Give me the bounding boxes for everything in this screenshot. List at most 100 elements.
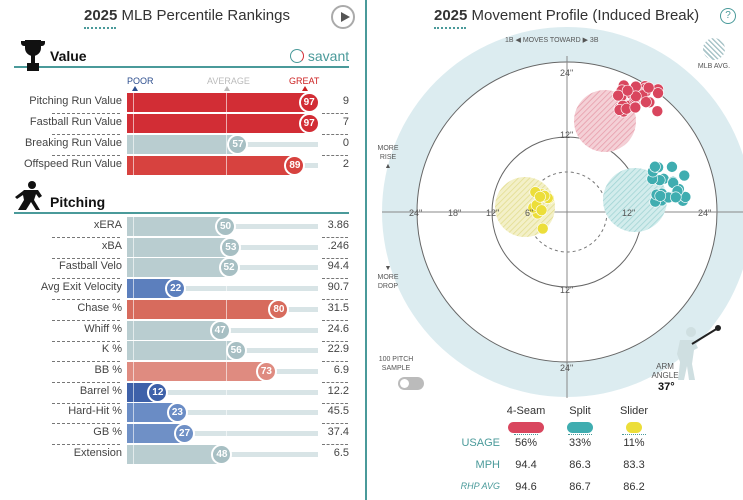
pitching-section-header: Pitching xyxy=(14,190,349,214)
percentile-row[interactable]: xERA 50 3.86 xyxy=(0,216,365,237)
pitch-mph: 83.3 xyxy=(623,459,645,471)
play-button[interactable] xyxy=(331,5,355,29)
pitch-name: Slider xyxy=(619,405,649,417)
metric-value: 2 xyxy=(342,158,349,170)
pitch-color-swatch[interactable] xyxy=(626,422,642,433)
percentile-row[interactable]: Barrel % 12 12.2 xyxy=(0,381,365,403)
4seam-pitch-dot[interactable] xyxy=(652,87,664,99)
4seam-pitch-dot[interactable] xyxy=(642,81,655,94)
percentile-badge: 80 xyxy=(268,298,290,320)
value-section-header: Value xyxy=(14,44,349,68)
metric-value: 37.4 xyxy=(327,426,349,438)
label-12-right: 12" xyxy=(622,208,635,218)
metric-label: Fastball Run Value xyxy=(29,116,122,128)
percentile-badge: 50 xyxy=(215,216,236,237)
sample-label: 100 PITCH SAMPLE xyxy=(378,356,414,372)
metric-value: .246 xyxy=(327,239,349,252)
metric-value: 22.9 xyxy=(327,343,349,356)
mlb-avg-label: MLB AVG. xyxy=(697,63,731,70)
baseball-icon xyxy=(290,49,304,63)
percentile-row[interactable]: GB % 27 37.4 xyxy=(0,423,365,444)
percentile-row[interactable]: Avg Exit Velocity 22 90.7 xyxy=(0,278,365,300)
help-button[interactable]: ? xyxy=(720,8,736,24)
percentile-row[interactable]: Breaking Run Value 57 0 xyxy=(0,134,365,155)
percentile-badge: 52 xyxy=(218,257,240,279)
4seam-pitch-dot[interactable] xyxy=(651,105,664,117)
percentile-row[interactable]: BB % 73 6.9 xyxy=(0,360,365,382)
percentile-badge: 97 xyxy=(298,113,320,134)
4seam-pitch-dot[interactable] xyxy=(612,89,624,102)
pitch-color-swatch[interactable] xyxy=(508,422,544,433)
label-24-bottom: 24" xyxy=(560,363,573,373)
metric-value: 94.4 xyxy=(327,260,349,273)
percentile-badge: 56 xyxy=(225,340,247,362)
split-pitch-dot[interactable] xyxy=(654,190,667,202)
usage-row-label: USAGE xyxy=(461,437,500,449)
arm-angle-label: ARM ANGLE xyxy=(651,362,679,380)
percentile-row[interactable]: Extension 48 6.5 xyxy=(0,443,365,465)
metric-label: Breaking Run Value xyxy=(24,137,122,149)
mph-row-label: MPH xyxy=(475,459,500,471)
slider-pitch-dot[interactable] xyxy=(535,204,548,217)
slider-pitch-dot[interactable] xyxy=(534,190,546,203)
pitch-color-swatch[interactable] xyxy=(567,422,593,433)
movement-title: 2025 Movement Profile (Induced Break) xyxy=(434,7,700,24)
percentile-badge: 97 xyxy=(298,92,320,113)
panel-divider xyxy=(365,0,367,500)
pitch-usage: 33% xyxy=(568,437,592,449)
percentile-row[interactable]: Fastball Run Value 97 7 xyxy=(0,113,365,134)
metric-value: 90.7 xyxy=(327,281,349,294)
split-pitch-dot[interactable] xyxy=(649,160,661,173)
metric-value: 6.9 xyxy=(333,363,349,376)
mlb-avg-legend-icon xyxy=(703,38,725,60)
percentile-row[interactable]: Whiff % 47 24.6 xyxy=(0,319,365,341)
metric-value: 0 xyxy=(342,137,349,149)
4seam-pitch-dot[interactable] xyxy=(629,101,642,114)
metric-value: 31.5 xyxy=(327,301,349,314)
savant-logo[interactable]: savant xyxy=(290,48,349,64)
pitch-usage: 11% xyxy=(623,437,645,449)
4seam-pitch-dot[interactable] xyxy=(640,96,652,108)
split-pitch-dot[interactable] xyxy=(678,169,691,182)
scale-great: GREAT xyxy=(289,76,320,86)
percentile-row[interactable]: Fastball Velo 52 94.4 xyxy=(0,257,365,279)
percentile-row[interactable]: Chase % 80 31.5 xyxy=(0,298,365,320)
arm-angle-value: 37° xyxy=(658,381,675,393)
sample-toggle[interactable] xyxy=(398,377,424,390)
play-icon xyxy=(341,12,350,22)
slider-pitch-dot[interactable] xyxy=(536,222,549,235)
pitcher-icon xyxy=(15,181,42,210)
percentile-badge: 47 xyxy=(209,319,231,341)
percentile-badge: 57 xyxy=(227,134,249,155)
percentile-badge: 73 xyxy=(255,360,277,382)
pitch-rhp-avg: 86.7 xyxy=(569,481,591,493)
label-12-top: 12" xyxy=(560,130,573,140)
4seam-avg-zone xyxy=(574,90,636,152)
4seam-pitch-dot[interactable] xyxy=(630,90,642,103)
pitch-rhp-avg: 86.2 xyxy=(623,481,645,493)
percentile-row[interactable]: Offspeed Run Value 89 2 xyxy=(0,155,365,176)
percentile-row[interactable]: K % 56 22.9 xyxy=(0,340,365,362)
percentile-badge: 12 xyxy=(147,381,169,403)
metric-label: Barrel % xyxy=(79,384,122,397)
metric-label: xERA xyxy=(93,219,122,231)
4seam-pitch-dot[interactable] xyxy=(621,84,634,97)
metric-label: BB % xyxy=(94,363,122,376)
pitch-rhp-avg: 94.6 xyxy=(515,481,537,493)
label-12-bottom: 12" xyxy=(560,285,573,295)
split-pitch-dot[interactable] xyxy=(669,191,682,204)
metric-label: Offspeed Run Value xyxy=(23,158,122,170)
pitch-mph: 86.3 xyxy=(569,459,591,471)
percentile-row[interactable]: xBA 53 .246 xyxy=(0,236,365,258)
percentile-badge: 53 xyxy=(220,236,242,258)
label-12-left: 12" xyxy=(486,208,499,218)
metric-label: xBA xyxy=(101,239,122,252)
rhp-row-label: RHP AVG xyxy=(460,481,500,491)
percentile-row[interactable]: Pitching Run Value 97 9 xyxy=(0,92,365,113)
pitch-name: 4-Seam xyxy=(506,405,546,417)
label-24-top: 24" xyxy=(560,68,573,78)
percentile-badge: 22 xyxy=(165,278,187,300)
pitch-name: Split xyxy=(569,405,591,417)
split-pitch-dot[interactable] xyxy=(666,161,678,173)
percentile-row[interactable]: Hard-Hit % 23 45.5 xyxy=(0,402,365,424)
